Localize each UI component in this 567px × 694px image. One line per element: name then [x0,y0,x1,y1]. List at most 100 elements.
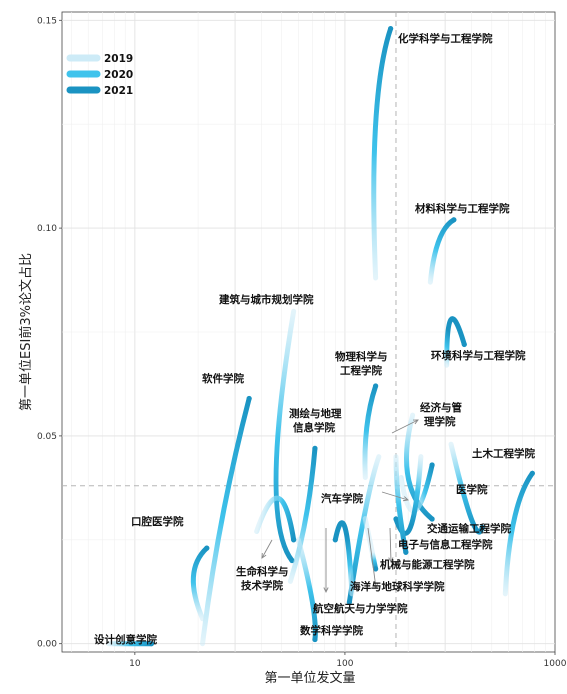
series-line [362,383,379,480]
series-line [287,445,318,584]
series-end-point [529,470,535,476]
arrow-line [389,527,392,563]
series-end-point [246,395,252,402]
college-label: 交通运输工程学院 [427,522,511,535]
college-label: 软件学院 [202,372,244,385]
series-line [404,412,435,522]
series-end-point [332,537,338,543]
series-13 [393,454,409,555]
college-label: 建筑与城市规划学院 [218,293,314,306]
college-label: 化学科学与工程学院 [398,32,493,45]
legend: 2019 2020 2021 [66,53,133,97]
college-label: 设计创意学院 [94,633,157,646]
series-line [444,316,467,368]
series-line [371,26,394,281]
series-end-point [148,641,155,647]
college-label: 工程学院 [340,364,382,377]
series-line [254,495,297,543]
college-label: 物理科学与 [335,350,388,363]
series-line [190,545,210,622]
college-label: 生命科学与 [236,565,289,578]
series-8 [404,412,435,522]
college-label: 经济与管 [420,401,462,414]
arrow-line [367,527,377,589]
series-6 [362,383,379,480]
series-end-point [346,599,352,605]
college-label: 测绘与地理 [289,407,342,420]
y-tick-label: 0.10 [37,224,57,234]
axis-ticks: 0.00 0.05 0.10 0.15 10 100 1000 [37,16,567,669]
series-end-point [451,217,457,223]
series-18 [254,495,297,543]
college-label: 环境科学与工程学院 [431,349,526,362]
series-line [448,441,485,535]
series-end-point [289,557,295,564]
series-line [200,395,252,647]
y-tick-label: 0.00 [37,640,57,650]
series-end-point [204,545,210,551]
series-layer [106,26,535,647]
series-20 [106,641,155,647]
arrow-line [391,419,419,434]
series-line [273,308,297,564]
series-17 [295,537,318,643]
legend-label: 2021 [104,85,133,97]
x-axis-title: 第一单位发文量 [264,670,355,686]
legend-label: 2020 [104,69,133,81]
grid-layer [62,12,555,652]
series-end-point [291,537,297,543]
series-end-point [429,516,435,522]
series-19 [190,545,210,622]
college-label: 技术学院 [241,579,283,592]
college-label: 材料科学与工程学院 [414,202,510,215]
arrow-line [261,539,273,559]
series-1 [371,26,394,281]
series-line [393,454,409,555]
college-label: 电子与信息工程学院 [398,538,493,551]
series-7 [287,445,318,584]
series-end-point [403,549,409,555]
series-9 [502,470,535,597]
arrow-head [388,557,394,564]
series-end-point [373,566,379,572]
x-tick-label: 10 [129,659,141,669]
series-2 [427,217,457,285]
series-end-point [388,26,394,32]
series-end-point [312,445,318,451]
college-label: 数学科学学院 [299,624,363,637]
college-label: 信息学院 [293,421,335,434]
series-end-point [312,636,318,643]
y-tick-label: 0.05 [37,432,57,442]
college-label: 航空航天与力学学院 [313,602,408,615]
arrow-head [412,419,419,425]
y-axis-title: 第一单位ESI前3%论文占比 [18,253,34,411]
series-line [427,217,457,285]
college-label: 土木工程学院 [472,447,535,460]
series-end-point [373,383,379,389]
y-tick-label: 0.15 [37,16,57,26]
series-end-point [479,524,485,530]
college-label: 医学院 [456,483,488,496]
college-label: 汽车学院 [321,492,363,505]
arrow-head [323,587,329,594]
arrow-head [372,583,378,590]
x-tick-label: 100 [336,659,353,669]
series-end-point [461,341,467,348]
college-label: 机械与能源工程学院 [380,558,475,571]
series-end-point [429,462,435,468]
series-end-point [393,516,399,522]
series-line [502,470,535,597]
college-label: 口腔医学院 [131,515,184,528]
series-4 [273,308,297,564]
series-3 [444,316,467,368]
college-label: 海洋与地球科学学院 [350,580,445,593]
annotation-arrows [261,419,419,594]
arrow-head [402,496,409,502]
college-label: 理学院 [424,415,456,428]
x-tick-label: 1000 [544,659,567,669]
series-line [332,520,355,597]
arrow-line [381,491,409,501]
